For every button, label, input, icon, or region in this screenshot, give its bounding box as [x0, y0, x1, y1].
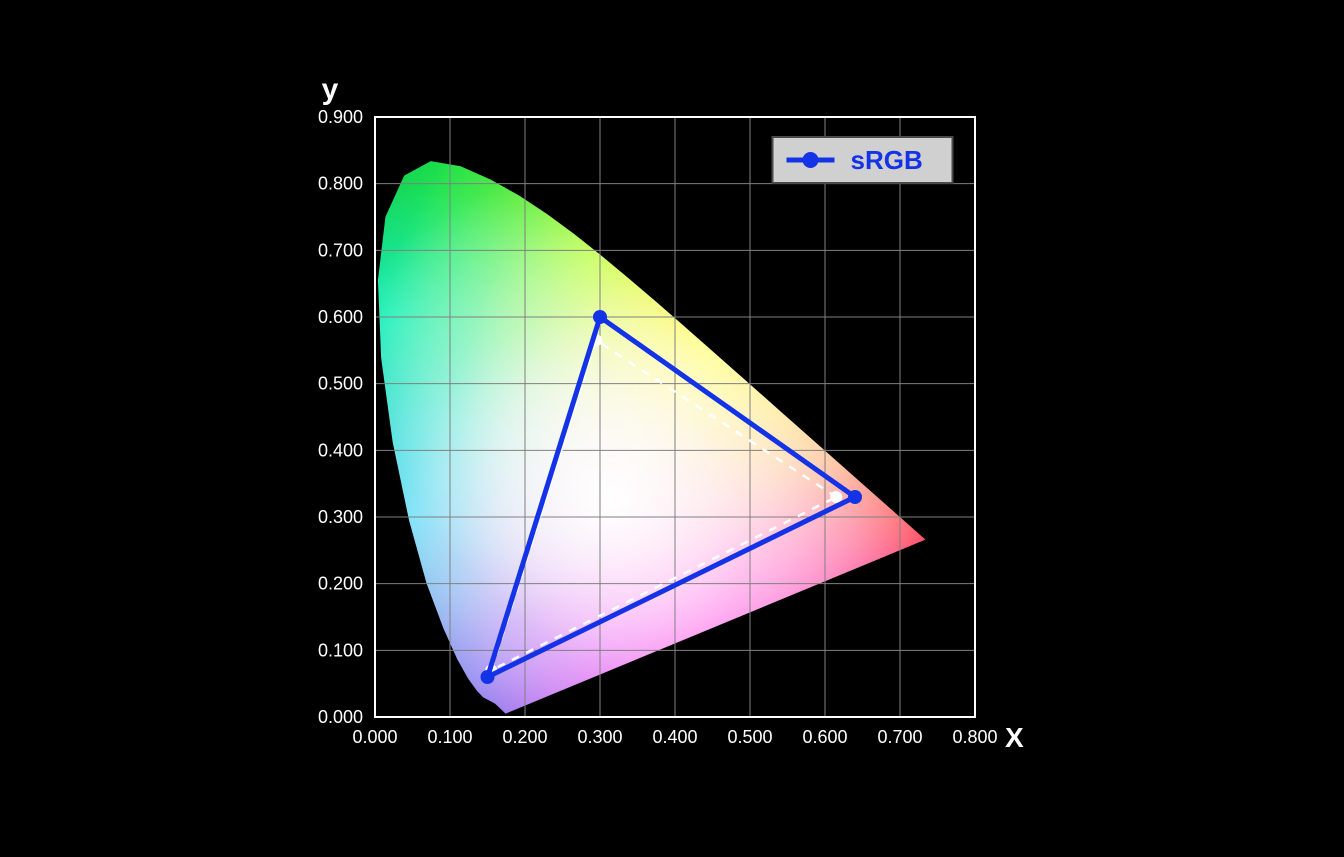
x-tick-label: 0.100	[427, 727, 472, 747]
srgb-triangle-vertex	[481, 670, 495, 684]
srgb-triangle-vertex	[848, 490, 862, 504]
y-tick-label: 0.400	[318, 440, 363, 460]
x-tick-label: 0.400	[652, 727, 697, 747]
y-tick-label: 0.200	[318, 574, 363, 594]
chart-svg: 0.000 0.100 0.200 0.300 0.400 0.500 0.600 0.700…	[0, 0, 1344, 857]
y-axis-label: y	[322, 73, 339, 106]
y-tick-label: 0.100	[318, 640, 363, 660]
x-tick-label: 0.700	[877, 727, 922, 747]
y-tick-label: 0.000	[318, 707, 363, 727]
x-axis-label: X	[1005, 722, 1024, 753]
x-tick-label: 0.800	[952, 727, 997, 747]
dashed-triangle-vertex	[830, 491, 842, 503]
x-tick-label: 0.000	[352, 727, 397, 747]
y-tick-label: 0.800	[318, 174, 363, 194]
x-tick-label: 0.300	[577, 727, 622, 747]
x-tick-label: 0.500	[727, 727, 772, 747]
y-tick-label: 0.700	[318, 240, 363, 260]
legend-label: sRGB	[851, 145, 923, 175]
srgb-triangle-vertex	[593, 310, 607, 324]
y-tick-label: 0.900	[318, 107, 363, 127]
chromaticity-chart: 0.000 0.100 0.200 0.300 0.400 0.500 0.600 0.700…	[0, 0, 1344, 857]
legend: sRGB	[773, 137, 953, 183]
x-tick-label: 0.200	[502, 727, 547, 747]
y-tick-label: 0.600	[318, 307, 363, 327]
y-tick-label: 0.500	[318, 374, 363, 394]
y-tick-label: 0.300	[318, 507, 363, 527]
x-tick-label: 0.600	[802, 727, 847, 747]
